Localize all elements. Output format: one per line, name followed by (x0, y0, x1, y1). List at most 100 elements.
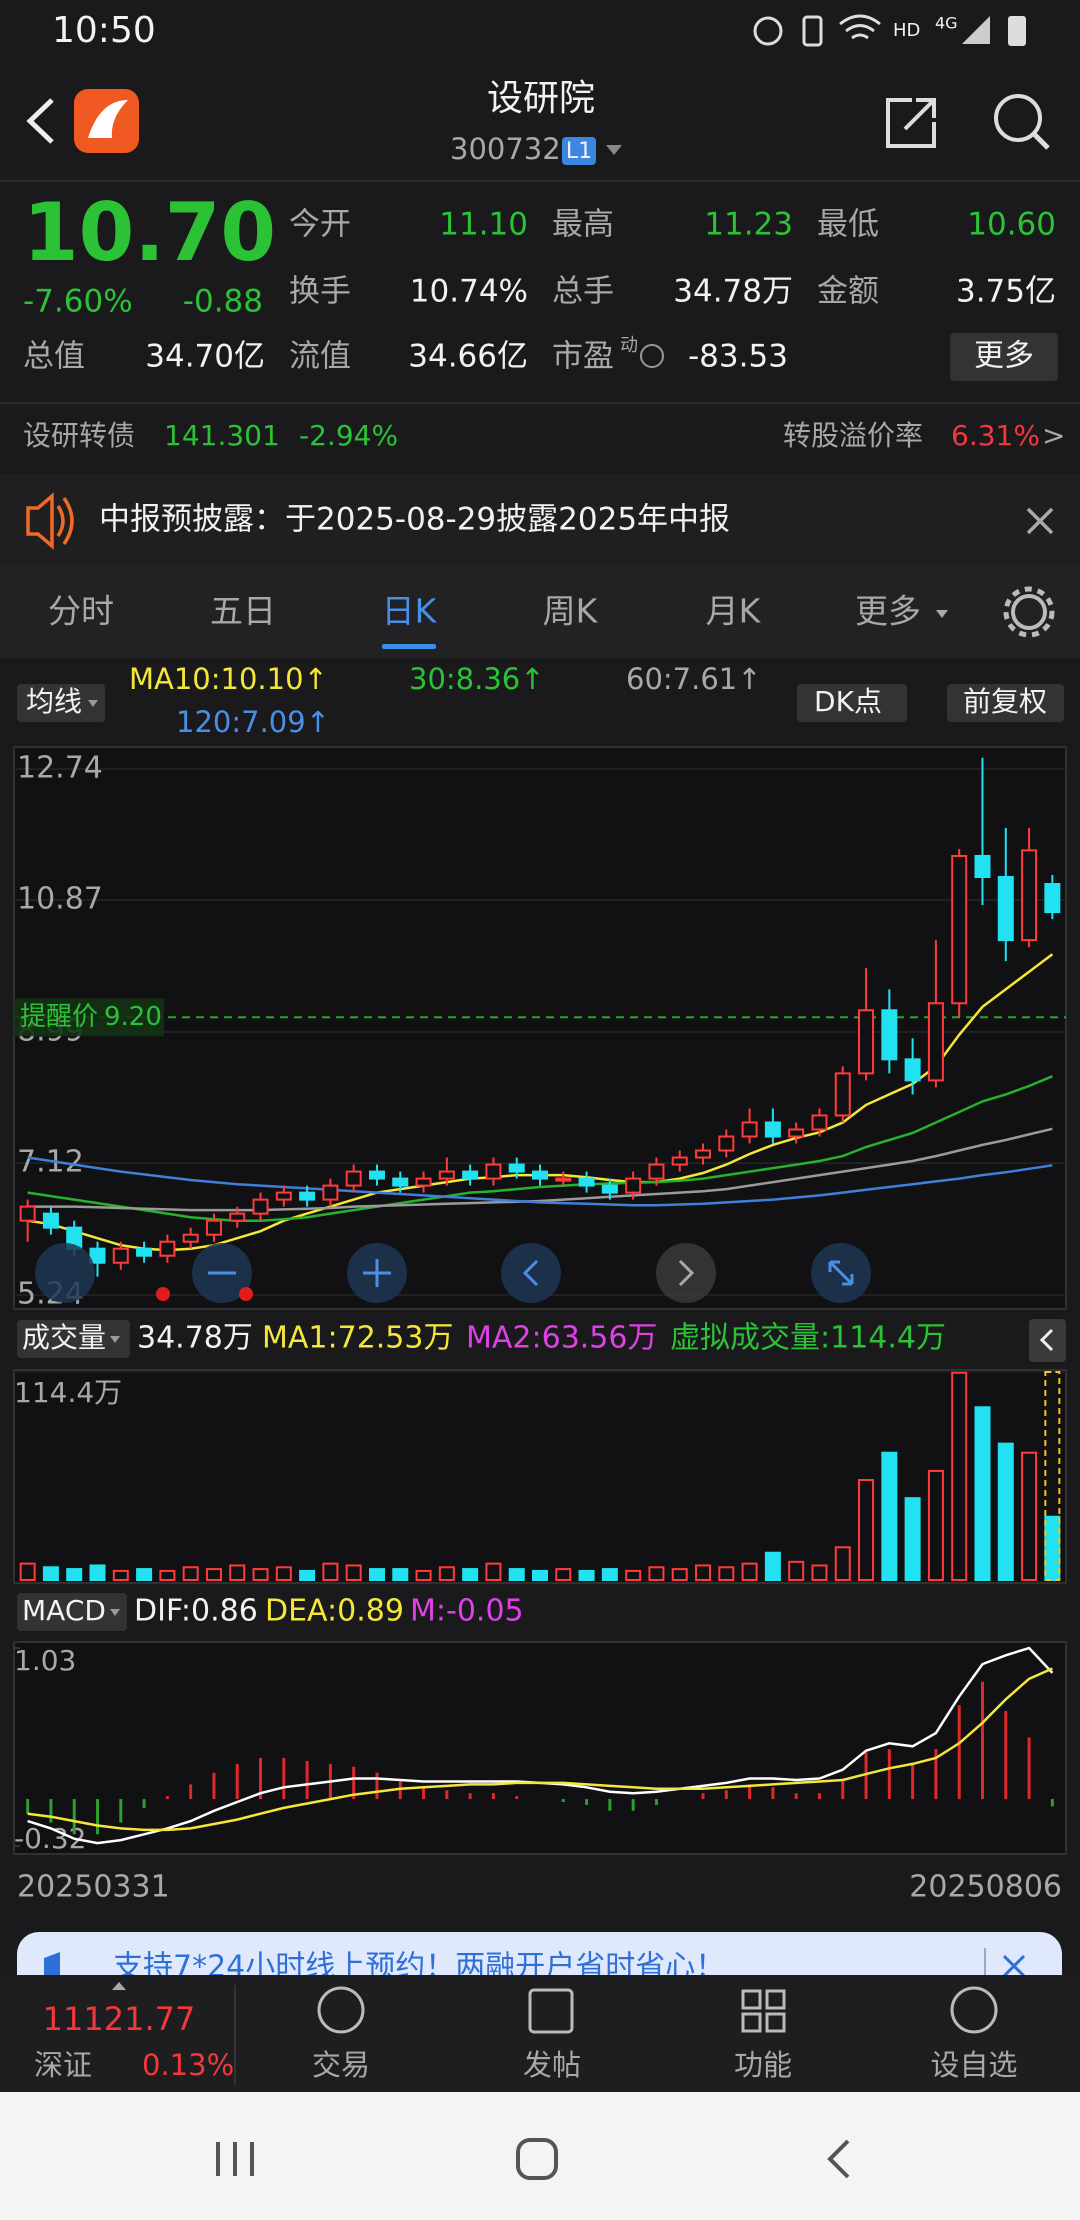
candle-body (1044, 883, 1061, 914)
banner[interactable]: 支持7*24小时线上预约！两融开户省时省心！ (17, 1932, 1062, 2002)
candle-body (462, 1170, 479, 1180)
candle-body (368, 1170, 385, 1180)
dea-line (27, 1667, 1053, 1832)
candle-body (811, 1114, 828, 1131)
candle-body (438, 1170, 455, 1180)
search-handle (1032, 132, 1050, 150)
tab[interactable]: 更多 (855, 592, 921, 631)
back-button[interactable] (26, 98, 54, 144)
ma-selector-text: 均线 (26, 685, 82, 718)
scroll-left-icon (522, 1259, 539, 1287)
volume-bar (275, 1566, 292, 1581)
dk-button[interactable] (797, 684, 907, 722)
home-button[interactable] (516, 2138, 558, 2180)
scroll-left-fast[interactable] (35, 1243, 95, 1303)
banner-bg (17, 1932, 1062, 1975)
candle-body (695, 1149, 712, 1159)
more-button[interactable] (950, 333, 1058, 381)
candle-body (415, 1177, 432, 1187)
macd-selector[interactable] (17, 1593, 127, 1631)
field-label: 今开 (289, 207, 351, 243)
dk-button-text: DK点 (814, 685, 882, 718)
field-label: 最高 (552, 207, 614, 243)
field-label: 总手 (552, 274, 614, 310)
nav-item[interactable]: 发帖 (523, 2048, 581, 2082)
banner-close[interactable] (1002, 1954, 1026, 1976)
function-icon (741, 1989, 786, 2033)
candle-body (299, 1191, 316, 1201)
macd-selector-arrow (110, 1609, 120, 1616)
tab[interactable]: 周K (543, 592, 599, 631)
candle-body (19, 1205, 36, 1222)
candle-body (182, 1233, 199, 1243)
battery-icon (1008, 16, 1026, 46)
field-value: 10.60 (967, 207, 1056, 243)
recent-apps-button[interactable] (216, 2142, 254, 2176)
function-icon-part (765, 2012, 786, 2033)
volume-bar (205, 1568, 222, 1582)
scroll-right[interactable] (656, 1243, 716, 1303)
change: -0.88 (183, 284, 263, 320)
tab[interactable]: 分时 (48, 592, 114, 631)
volume-bar (625, 1569, 642, 1581)
tab[interactable]: 五日 (210, 592, 276, 631)
volume-bar (42, 1566, 59, 1581)
end-date: 20250806 (909, 1870, 1062, 1905)
tab[interactable]: 月K (706, 592, 762, 631)
tab[interactable]: 日K (382, 592, 438, 631)
candle-body (834, 1072, 851, 1117)
volume-bar (508, 1568, 525, 1582)
signal-dot (156, 1287, 170, 1301)
nav-item[interactable]: 功能 (734, 2048, 792, 2082)
macd-chart: 1.03-0.32 (14, 1644, 1054, 1855)
bond-name: 设研转债 (23, 419, 135, 452)
pe-info-icon[interactable] (640, 344, 664, 368)
share-button[interactable] (886, 98, 936, 148)
index-value[interactable]: 11121.77 (43, 2000, 196, 2038)
dropdown-arrow[interactable] (606, 145, 622, 155)
bond-arrow[interactable]: > (1042, 419, 1065, 452)
field-value: 34.70亿 (145, 339, 265, 375)
field-label: 最低 (817, 207, 879, 243)
status-time: 10:50 (52, 10, 156, 51)
volume-current: 34.78万 (137, 1321, 253, 1356)
candle-body (485, 1163, 502, 1180)
banner-text: 支持7*24小时线上预约！两融开户省时省心！ (113, 1950, 725, 1985)
function-icon-part (741, 1989, 762, 2010)
candle-body (136, 1247, 153, 1257)
volume-selector[interactable] (17, 1320, 130, 1358)
system-back-button[interactable] (827, 2139, 850, 2179)
search-button[interactable] (994, 94, 1042, 142)
ma-selector[interactable] (17, 684, 105, 722)
candle-body (392, 1177, 409, 1187)
premium-label: 转股溢价率 (783, 419, 923, 452)
candle-body (205, 1219, 222, 1236)
macd-panel (13, 1641, 1067, 1855)
settings-button[interactable] (1011, 594, 1047, 630)
candle-body (229, 1212, 246, 1222)
notice-close[interactable] (1026, 507, 1054, 535)
volume-bar (1044, 1515, 1061, 1582)
speaker-icon (26, 492, 74, 550)
scroll-left[interactable] (501, 1243, 561, 1303)
field-label: 总值 (23, 339, 85, 375)
bond-price: 141.301 (164, 419, 280, 452)
volume-bar (136, 1568, 153, 1582)
field-value: 34.66亿 (408, 339, 528, 375)
nav-item[interactable]: 设自选 (930, 2048, 1017, 2082)
adjust-button[interactable] (947, 684, 1064, 722)
volume-bar (182, 1566, 199, 1581)
field-value: 10.74% (410, 274, 528, 310)
stock-title: 设研院 (487, 78, 595, 119)
nav-item[interactable]: 交易 (312, 2048, 370, 2082)
macd-dea: DEA:0.89 (265, 1594, 404, 1629)
volume-bar (648, 1566, 665, 1581)
volume-bar (392, 1568, 409, 1582)
field-label: 金额 (817, 274, 879, 310)
change-pct: -7.60% (23, 284, 133, 320)
field-label: 市盈 (552, 339, 614, 375)
collapse-button[interactable] (1029, 1319, 1066, 1362)
volume-bar (997, 1442, 1014, 1581)
